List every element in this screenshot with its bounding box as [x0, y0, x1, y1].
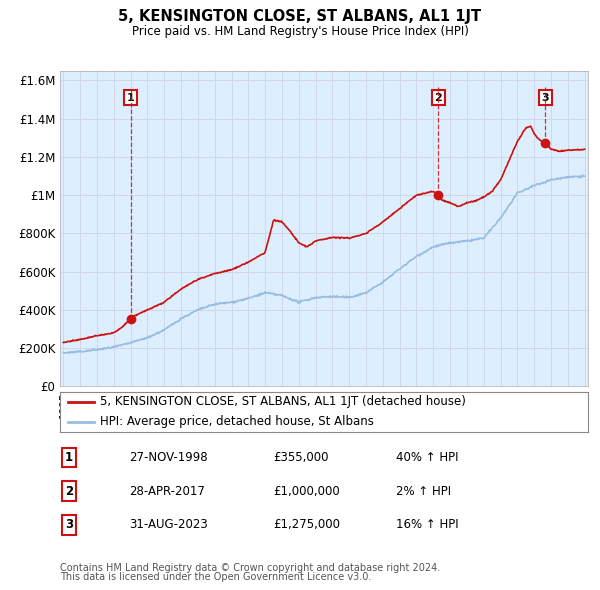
Text: 40% ↑ HPI: 40% ↑ HPI	[396, 451, 458, 464]
Text: 2% ↑ HPI: 2% ↑ HPI	[396, 484, 451, 498]
Text: £355,000: £355,000	[273, 451, 329, 464]
Text: £1,000,000: £1,000,000	[273, 484, 340, 498]
Text: This data is licensed under the Open Government Licence v3.0.: This data is licensed under the Open Gov…	[60, 572, 371, 582]
Text: 3: 3	[65, 518, 73, 532]
Text: 2: 2	[434, 93, 442, 103]
Text: Contains HM Land Registry data © Crown copyright and database right 2024.: Contains HM Land Registry data © Crown c…	[60, 563, 440, 573]
Text: 5, KENSINGTON CLOSE, ST ALBANS, AL1 1JT (detached house): 5, KENSINGTON CLOSE, ST ALBANS, AL1 1JT …	[100, 395, 466, 408]
Text: 31-AUG-2023: 31-AUG-2023	[129, 518, 208, 532]
Text: 27-NOV-1998: 27-NOV-1998	[129, 451, 208, 464]
Text: 28-APR-2017: 28-APR-2017	[129, 484, 205, 498]
Text: 3: 3	[542, 93, 549, 103]
Text: 5, KENSINGTON CLOSE, ST ALBANS, AL1 1JT: 5, KENSINGTON CLOSE, ST ALBANS, AL1 1JT	[118, 9, 482, 24]
Text: 2: 2	[65, 484, 73, 498]
Text: 1: 1	[127, 93, 134, 103]
Text: 16% ↑ HPI: 16% ↑ HPI	[396, 518, 458, 532]
Text: £1,275,000: £1,275,000	[273, 518, 340, 532]
Text: Price paid vs. HM Land Registry's House Price Index (HPI): Price paid vs. HM Land Registry's House …	[131, 25, 469, 38]
Text: HPI: Average price, detached house, St Albans: HPI: Average price, detached house, St A…	[100, 415, 373, 428]
Text: 1: 1	[65, 451, 73, 464]
